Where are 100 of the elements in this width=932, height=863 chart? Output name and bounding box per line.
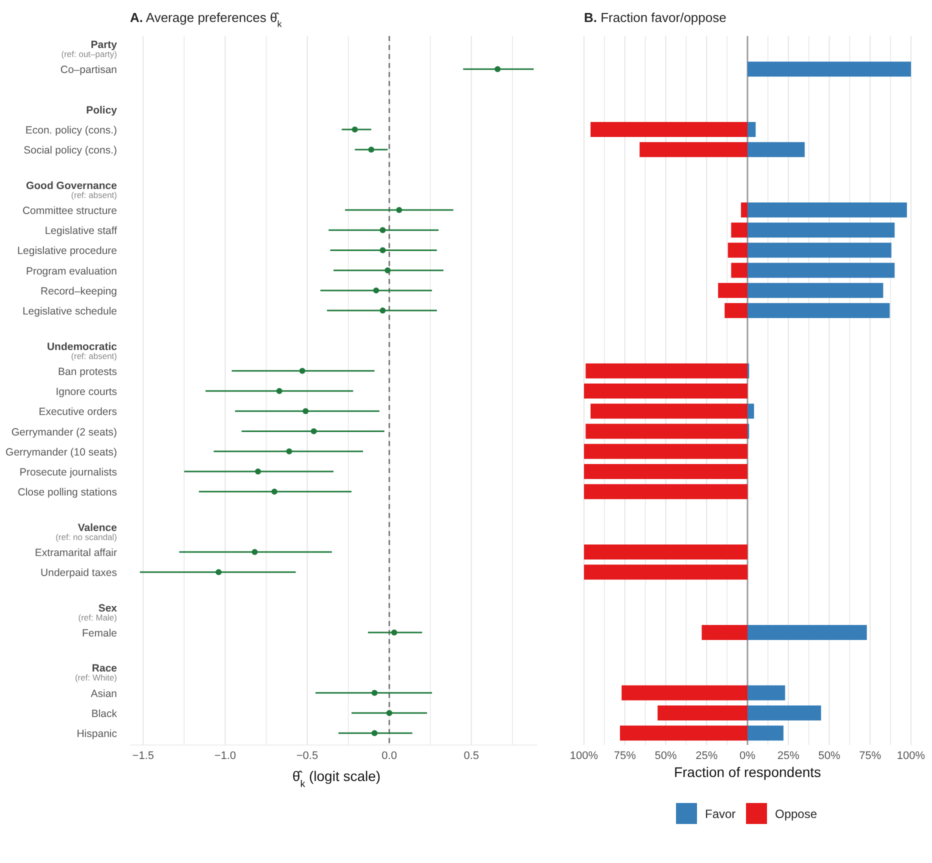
- point: [386, 710, 392, 716]
- point: [216, 569, 222, 576]
- y-tick-label: Good Governance (ref: absent): [26, 180, 118, 200]
- y-tick-label: Legislative procedure: [17, 245, 118, 258]
- bar: [748, 222, 895, 238]
- bar: [728, 242, 748, 258]
- bar: [748, 685, 786, 700]
- y-tick-label: Executive orders: [38, 406, 117, 418]
- bar: [620, 726, 748, 741]
- point: [372, 690, 378, 696]
- x-tick-label: 0.5: [464, 750, 480, 762]
- point: [302, 408, 309, 414]
- point: [255, 468, 262, 475]
- point: [352, 126, 358, 132]
- y-tick-label: Black: [91, 708, 118, 720]
- y-tick-label: Policy: [86, 104, 118, 116]
- y-tick-label: Party (ref: out–party): [61, 39, 118, 59]
- bar: [748, 705, 822, 720]
- x-tick-label: 100%: [896, 750, 926, 762]
- point: [372, 730, 378, 736]
- y-tick-label: Program evaluation: [26, 265, 118, 278]
- bar: [584, 544, 748, 560]
- y-tick-label: Extramarital affair: [34, 547, 118, 559]
- bar: [748, 282, 884, 298]
- y-tick-label: Prosecute journalists: [20, 466, 117, 479]
- bar: [658, 705, 748, 720]
- point: [286, 448, 292, 454]
- x-axis-title: θ̂$_{k}$ (logit scale): [292, 768, 381, 790]
- bar: [724, 303, 748, 318]
- x-tick-label: 100%: [570, 750, 598, 762]
- y-tick-label: Legislative staff: [44, 225, 118, 238]
- y-tick-label: Asian: [90, 688, 118, 700]
- bar: [584, 444, 748, 459]
- bar: [748, 303, 890, 318]
- x-tick-label: 50%: [654, 750, 677, 762]
- chart-title: A. Average preferences θ̂$_{k}$: [130, 10, 282, 29]
- point: [271, 488, 278, 495]
- bar: [590, 404, 748, 419]
- point: [380, 227, 386, 234]
- y-tick-label: Female: [82, 627, 118, 640]
- y-tick-label: Ignore courts: [56, 386, 117, 398]
- y-tick-label: Close polling stations: [18, 486, 117, 499]
- bar: [586, 363, 748, 378]
- bar: [640, 142, 748, 158]
- x-tick-label: 50%: [818, 750, 840, 762]
- bar: [584, 384, 748, 399]
- bar: [584, 564, 748, 580]
- x-tick-label: 75%: [614, 750, 636, 762]
- point: [380, 308, 386, 314]
- y-tick-label: Co–partisan: [60, 64, 118, 76]
- point: [252, 549, 258, 555]
- y-tick-label: Social policy (cons.): [24, 144, 117, 157]
- chart-title: B. Fraction favor/oppose: [584, 10, 726, 25]
- y-tick-label: Undemocratic (ref: absent): [46, 340, 118, 361]
- bar: [748, 62, 911, 77]
- x-tick-label: 25%: [696, 750, 718, 762]
- bar: [702, 624, 748, 640]
- bar: [748, 404, 754, 419]
- x-tick-label: −1.0: [214, 750, 236, 762]
- point: [396, 206, 402, 213]
- point: [391, 629, 398, 636]
- bar: [748, 142, 805, 158]
- bar: [748, 122, 756, 137]
- y-tick-label: Hispanic: [76, 728, 117, 740]
- y-tick-label: Race (ref: White): [74, 662, 118, 683]
- y-tick-label: Committee structure: [22, 204, 118, 217]
- bar: [590, 122, 748, 137]
- bar: [731, 262, 748, 278]
- y-tick-label: Underpaid taxes: [40, 567, 117, 580]
- bar: [748, 624, 867, 640]
- x-axis-title: Fraction of respondents: [674, 764, 822, 780]
- bar: [731, 222, 748, 238]
- bar: [586, 424, 748, 439]
- x-tick-label: −0.5: [296, 750, 318, 762]
- bar: [584, 464, 748, 480]
- bar: [748, 726, 784, 741]
- y-tick-label: Legislative schedule: [22, 306, 118, 318]
- bar: [718, 282, 748, 298]
- x-tick-label: 0.0: [382, 750, 397, 762]
- bar: [584, 484, 748, 500]
- y-tick-label: Econ. policy (cons.): [25, 124, 117, 136]
- bar: [748, 262, 895, 278]
- x-tick-label: −1.5: [132, 750, 154, 762]
- bar: [740, 202, 748, 218]
- point: [373, 287, 380, 294]
- point: [310, 428, 317, 434]
- legend-label: Oppose: [775, 807, 818, 821]
- bar: [748, 202, 907, 218]
- y-tick-label: Ban protests: [58, 366, 117, 378]
- x-tick-label: 25%: [777, 750, 800, 762]
- bar: [622, 685, 748, 700]
- y-tick-label: Gerrymander (2 seats): [11, 426, 117, 438]
- point: [299, 368, 306, 374]
- y-tick-label: Sex (ref: Male): [78, 602, 118, 622]
- legend-label: Favor: [705, 807, 736, 821]
- point: [384, 267, 391, 274]
- y-tick-label: Valence (ref: no scandal): [56, 522, 118, 542]
- y-tick-label: Gerrymander (10 seats): [6, 446, 117, 458]
- y-tick-label: Record–keeping: [40, 285, 118, 298]
- x-tick-label: 0%: [740, 750, 756, 762]
